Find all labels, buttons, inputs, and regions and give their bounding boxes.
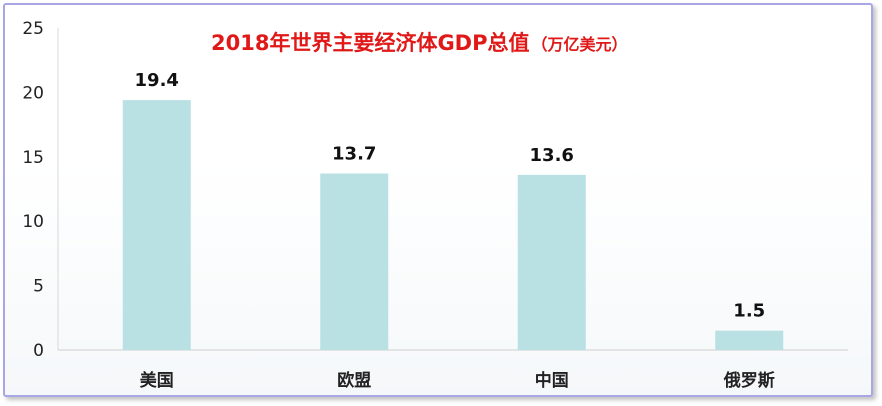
bar <box>320 173 389 350</box>
data-label: 1.5 <box>733 301 765 322</box>
y-tick-label: 10 <box>22 212 44 232</box>
data-label: 13.6 <box>530 145 574 166</box>
chart-title: 2018年世界主要经济体GDP总值 <box>211 31 530 55</box>
category-label: 欧盟 <box>337 370 371 391</box>
bars <box>122 100 784 351</box>
category-label: 美国 <box>140 370 174 391</box>
y-tick-label: 5 <box>33 277 44 297</box>
data-label: 19.4 <box>135 70 179 91</box>
chart-title-group: 2018年世界主要经济体GDP总值 （万亿美元） <box>211 31 628 55</box>
bar <box>122 100 191 351</box>
y-tick-label: 25 <box>22 19 44 39</box>
y-tick-label: 20 <box>22 83 44 103</box>
chart-subtitle: （万亿美元） <box>532 35 628 54</box>
bar <box>517 174 586 350</box>
y-axis-ticks: 0 5 10 15 20 25 <box>22 19 44 361</box>
category-labels: 美国 欧盟 中国 俄罗斯 <box>140 370 775 391</box>
data-labels: 19.4 13.7 13.6 1.5 <box>135 70 766 322</box>
category-label: 中国 <box>535 370 569 391</box>
y-tick-label: 0 <box>33 341 44 361</box>
data-label: 13.7 <box>332 144 376 165</box>
category-label: 俄罗斯 <box>723 370 775 391</box>
bar <box>715 330 784 350</box>
y-tick-label: 15 <box>22 148 44 168</box>
